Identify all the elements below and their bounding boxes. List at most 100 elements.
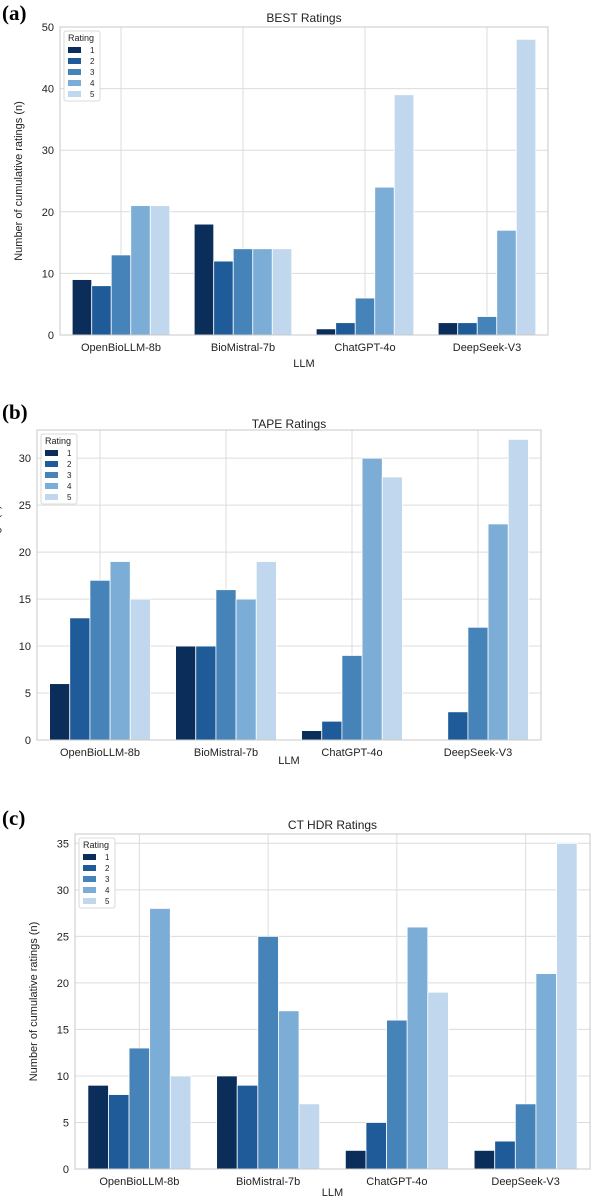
bar-rating-5-deepseek-v3 [556,842,578,1170]
bar-rating-4-deepseek-v3 [496,229,517,336]
bar-rating-1-chatgpt-4o [301,730,323,741]
chart-title: TAPE Ratings [252,417,326,431]
bar-rating-3-openbiollm-8b [89,579,111,741]
y-tick-label: 0 [63,1164,69,1176]
legend: Rating 1 2 3 4 5 [63,30,101,102]
bar-rating-1-biomistral-7b [193,223,215,336]
bar-rating-2-openbiollm-8b [69,617,91,741]
bar-rating-5-chatgpt-4o [393,94,415,336]
x-axis-label: LLM [322,1187,343,1199]
x-tick-label: DeepSeek-V3 [444,747,513,759]
bar-rating-3-biomistral-7b [215,589,237,741]
x-tick-label: BioMistral-7b [236,1176,300,1188]
legend-entry-5: 5 [90,90,95,99]
legend-entry-1: 1 [105,853,110,862]
x-tick-label: DeepSeek-V3 [491,1176,560,1188]
bar-rating-4-biomistral-7b [235,598,257,741]
panel-label: (c) [2,806,25,830]
bar-rating-4-biomistral-7b [252,248,273,336]
legend-entry-2: 2 [90,57,95,66]
bar-rating-2-deepseek-v3 [494,1140,516,1170]
bar-rating-2-biomistral-7b [213,260,234,336]
bar-rating-1-deepseek-v3 [473,1149,496,1170]
bar-rating-2-chatgpt-4o [321,720,343,741]
y-tick-label: 10 [42,268,54,280]
legend-swatch-1 [45,450,58,456]
y-tick-label: 20 [57,978,69,990]
bar-rating-3-chatgpt-4o [354,297,376,336]
y-tick-label: 20 [19,547,31,559]
bar-rating-2-openbiollm-8b [91,285,112,336]
bar-rating-2-chatgpt-4o [365,1122,387,1170]
x-tick-label: OpenBioLLM-8b [99,1176,179,1188]
y-tick-label: 20 [42,207,54,219]
bar-rating-5-chatgpt-4o [381,476,403,741]
legend-swatch-2 [45,461,58,467]
y-tick-label: 35 [57,838,69,850]
legend-swatch-3 [83,876,96,882]
bar-rating-2-deepseek-v3 [457,322,478,336]
legend-swatch-4 [68,80,81,86]
legend-entry-1: 1 [67,449,72,458]
bar-rating-1-biomistral-7b [216,1075,238,1170]
x-tick-label: BioMistral-7b [211,342,275,354]
bar-rating-4-deepseek-v3 [535,973,557,1170]
bar-rating-1-openbiollm-8b [87,1084,109,1170]
bar-rating-5-chatgpt-4o [427,991,449,1170]
y-tick-label: 0 [25,735,31,747]
bar-rating-4-openbiollm-8b [149,908,171,1170]
bar-rating-1-chatgpt-4o [315,328,337,336]
bar-rating-4-chatgpt-4o [374,186,395,336]
y-axis-label: Number of cumulative ratings (n) [28,922,40,1082]
x-tick-label: OpenBioLLM-8b [81,342,161,354]
legend-swatch-2 [83,865,96,871]
bar-rating-3-biomistral-7b [232,248,254,336]
legend-entry-4: 4 [67,482,72,491]
legend: Rating 1 2 3 4 5 [78,837,116,909]
bar-rating-3-openbiollm-8b [128,1047,151,1170]
bar-rating-5-openbiollm-8b [169,1075,192,1170]
bar-rating-4-chatgpt-4o [406,926,429,1170]
bar-rating-5-deepseek-v3 [507,438,529,741]
bar-rating-4-deepseek-v3 [487,523,509,741]
plot-frame [74,833,591,1170]
legend-title: Rating [45,436,71,446]
bar-rating-5-biomistral-7b [298,1103,321,1170]
y-tick-label: 5 [25,688,31,700]
x-tick-label: DeepSeek-V3 [453,342,522,354]
x-tick-label: ChatGPT-4o [334,342,395,354]
panel-label: (a) [2,1,27,25]
legend-swatch-3 [45,472,58,478]
bar-rating-1-openbiollm-8b [71,279,93,336]
bar-rating-5-biomistral-7b [271,248,293,336]
legend-swatch-3 [68,69,81,75]
bar-rating-3-openbiollm-8b [110,254,132,336]
legend-entry-4: 4 [90,79,95,88]
bar-rating-4-biomistral-7b [278,1010,300,1170]
x-tick-label: ChatGPT-4o [321,747,382,759]
legend-entry-3: 3 [90,68,95,77]
legend-entry-5: 5 [67,493,72,502]
legend-swatch-5 [83,898,96,904]
bar-rating-5-openbiollm-8b [149,205,171,336]
legend-swatch-5 [68,91,81,97]
bar-rating-4-openbiollm-8b [109,561,131,741]
bar-rating-1-chatgpt-4o [344,1149,367,1170]
y-tick-label: 0 [48,330,54,342]
bar-rating-5-biomistral-7b [255,561,277,741]
y-tick-label: 30 [19,453,31,465]
x-tick-label: OpenBioLLM-8b [60,747,140,759]
bar-rating-1-openbiollm-8b [49,683,71,741]
y-tick-label: 25 [19,500,31,512]
bar-rating-3-biomistral-7b [257,935,279,1170]
bar-rating-3-deepseek-v3 [467,626,489,741]
legend-swatch-4 [45,483,58,489]
legend-title: Rating [83,840,109,850]
chart-title: BEST Ratings [266,11,341,25]
bar-rating-5-deepseek-v3 [515,38,537,336]
bar-rating-2-chatgpt-4o [335,322,356,336]
legend-entry-3: 3 [105,875,110,884]
